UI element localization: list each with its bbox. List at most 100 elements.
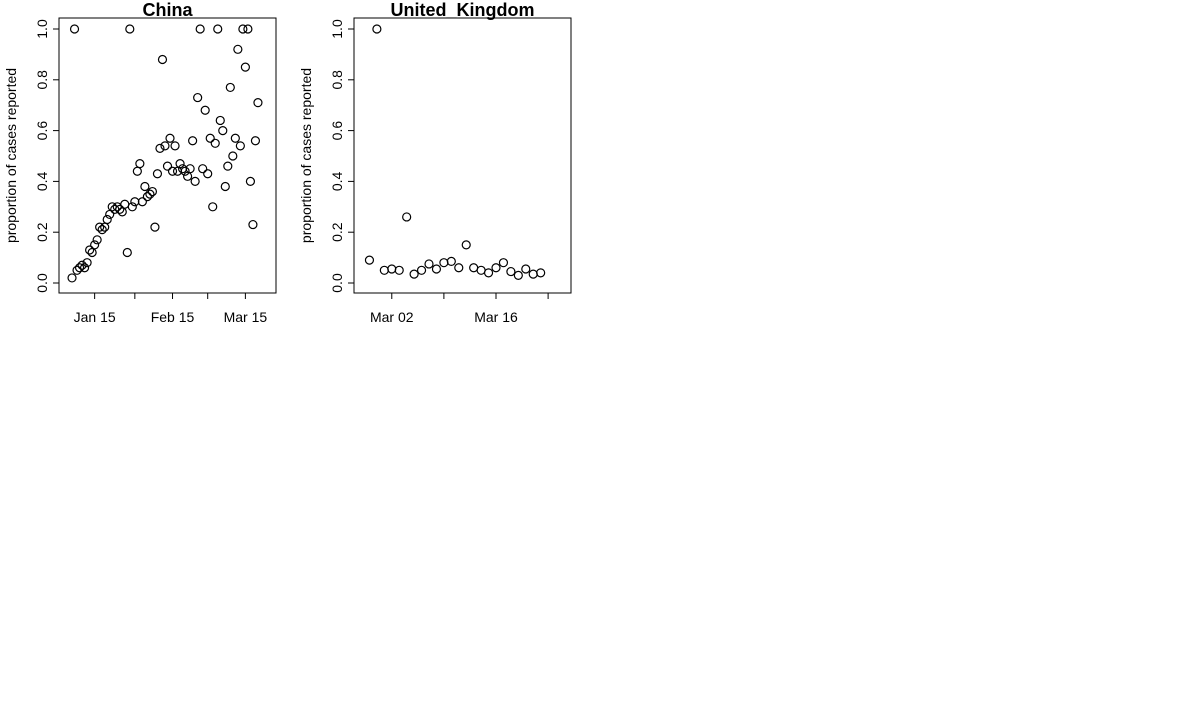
data-point	[195, 24, 205, 34]
y-tick-label: 0.6	[34, 121, 50, 141]
data-point	[379, 265, 389, 275]
data-point	[243, 24, 253, 34]
data-point	[125, 24, 135, 34]
data-point	[235, 141, 245, 151]
data-point	[92, 235, 102, 245]
data-point	[183, 171, 193, 181]
data-point	[439, 258, 449, 268]
panel-china: China proportion of cases reported 0.0 0.2 0…	[3, 0, 277, 325]
data-point	[253, 98, 263, 108]
data-point	[446, 256, 456, 267]
x-tick-label: Jan 15	[74, 309, 116, 325]
plot-frame	[353, 17, 572, 294]
data-point	[506, 266, 516, 277]
y-tick-label: 0.0	[34, 273, 50, 293]
data-point	[476, 265, 486, 275]
data-point	[225, 82, 235, 93]
data-point	[431, 264, 442, 274]
data-point	[102, 214, 112, 225]
y-axis-label: proportion of cases reported	[3, 68, 19, 243]
data-point	[142, 192, 152, 202]
data-point	[79, 263, 90, 273]
data-point	[135, 159, 145, 169]
y-tick-label: 1.0	[34, 19, 50, 39]
data-point	[172, 166, 183, 176]
data-point	[387, 264, 397, 274]
data-point	[160, 141, 170, 151]
data-point	[137, 197, 147, 207]
data-point	[150, 222, 160, 232]
data-point	[210, 138, 220, 148]
data-point	[115, 204, 125, 214]
y-tick-label: 0.0	[329, 273, 345, 293]
data-point	[498, 258, 509, 268]
data-point	[238, 24, 248, 34]
y-tick-label: 0.4	[34, 171, 50, 191]
data-point	[77, 260, 87, 270]
data-point	[228, 151, 238, 161]
data-point	[127, 202, 137, 212]
data-point	[409, 269, 419, 279]
y-tick-label: 1.0	[329, 19, 345, 39]
data-point	[74, 263, 85, 273]
data-point	[180, 166, 190, 176]
data-point	[364, 255, 375, 265]
data-point	[122, 247, 132, 258]
data-point	[95, 222, 105, 232]
data-point	[105, 209, 115, 220]
data-point	[223, 161, 233, 171]
data-point	[165, 133, 175, 143]
data-point	[372, 24, 382, 34]
y-tick-label: 0.4	[329, 171, 345, 191]
data-point	[248, 219, 258, 230]
data-point	[145, 189, 155, 199]
data-point	[85, 245, 95, 255]
data-point	[215, 115, 225, 126]
data-point	[424, 259, 434, 269]
plot-frame	[58, 17, 277, 294]
data-point	[203, 169, 213, 179]
data-point	[170, 141, 180, 151]
data-point	[233, 44, 243, 54]
data-point	[454, 263, 464, 273]
data-point	[120, 199, 130, 209]
data-point	[175, 159, 185, 169]
data-point	[220, 181, 230, 192]
data-point	[190, 176, 200, 186]
data-point	[513, 270, 523, 280]
x-tick-label: Mar 02	[370, 309, 414, 325]
data-point	[205, 133, 215, 143]
data-point	[469, 263, 479, 273]
y-tick-label: 0.2	[34, 222, 50, 242]
data-point	[402, 212, 412, 222]
data-point	[188, 136, 198, 146]
data-point	[185, 164, 195, 174]
x-tick-label: Feb 15	[151, 309, 195, 325]
chart-title: China	[142, 0, 193, 20]
data-point	[157, 54, 168, 65]
data-point	[528, 269, 538, 279]
data-point	[198, 164, 208, 174]
data-point	[245, 176, 256, 186]
data-point	[90, 240, 100, 250]
y-tick-label: 0.8	[329, 70, 345, 90]
data-point	[69, 24, 80, 34]
data-point	[491, 263, 501, 273]
data-point	[213, 24, 223, 34]
data-point	[536, 268, 546, 278]
data-point	[218, 126, 228, 136]
data-point	[193, 92, 203, 103]
data-point	[162, 161, 173, 171]
data-point	[155, 143, 165, 153]
data-point	[521, 264, 531, 274]
data-point	[167, 166, 178, 176]
data-point	[147, 186, 158, 197]
data-point	[140, 181, 150, 192]
data-point	[250, 136, 261, 146]
chart-title: United_Kingdom	[391, 0, 535, 20]
data-point	[152, 169, 163, 179]
data-point	[82, 258, 92, 268]
y-tick-label: 0.2	[329, 222, 345, 242]
data-point	[394, 265, 404, 275]
